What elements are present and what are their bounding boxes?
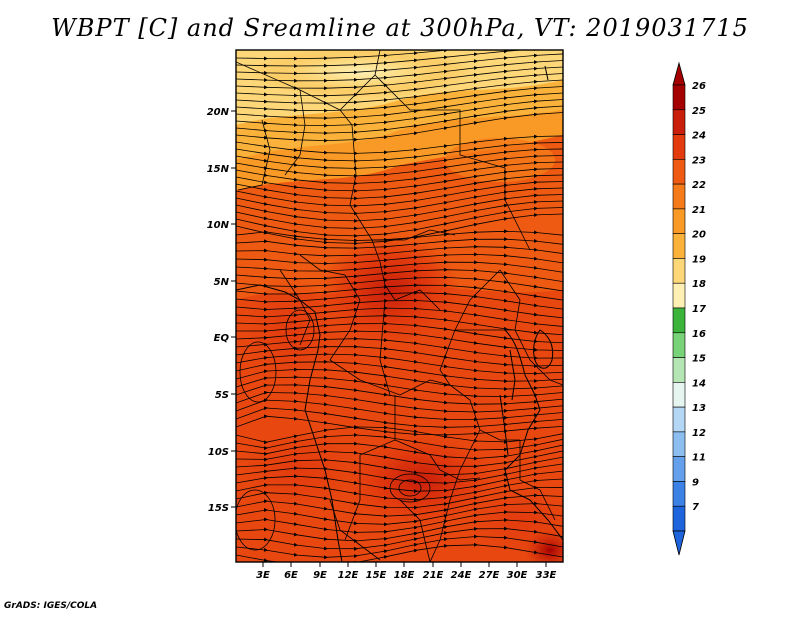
colorbar-swatch bbox=[672, 406, 686, 433]
lat-labels: 20N 15N 10N 5N EQ 5S 10S 15S bbox=[207, 107, 230, 514]
colorbar-label: 23 bbox=[692, 155, 706, 166]
colorbar-swatch bbox=[672, 332, 686, 358]
colorbar-label: 16 bbox=[692, 329, 706, 340]
colorbar-label: 18 bbox=[692, 279, 706, 290]
streamline-vortex bbox=[398, 479, 422, 497]
colorbar-label: 25 bbox=[692, 106, 706, 117]
colorbar-label: 11 bbox=[692, 453, 706, 464]
lat-label: 15N bbox=[207, 164, 230, 175]
lon-label: 12E bbox=[338, 570, 359, 581]
streamline-vortex bbox=[239, 341, 277, 403]
software-credit: GrADS: IGES/COLA bbox=[4, 601, 98, 611]
lon-labels: 3E 6E 9E 12E 15E 18E 21E 24E 27E 30E 33E bbox=[256, 570, 556, 581]
colorbar-label: 19 bbox=[692, 254, 706, 265]
colorbar-label: 22 bbox=[692, 180, 706, 191]
streamline-vortex bbox=[389, 473, 431, 503]
lon-label: 24E bbox=[451, 570, 472, 581]
lon-label: 9E bbox=[313, 570, 327, 581]
lon-label: 18E bbox=[394, 570, 415, 581]
coastlines bbox=[236, 65, 563, 562]
lon-label: 3E bbox=[256, 570, 270, 581]
colorbar-swatch bbox=[672, 505, 686, 532]
map-frame bbox=[235, 49, 564, 563]
streamline-vortex bbox=[236, 489, 276, 551]
colorbar-swatch bbox=[672, 258, 686, 284]
colorbar-label: 21 bbox=[692, 205, 706, 216]
colorbar-swatch bbox=[672, 282, 686, 309]
lon-ticks bbox=[262, 562, 547, 567]
colorbar-label: 20 bbox=[692, 230, 706, 241]
lon-label: 21E bbox=[423, 570, 444, 581]
lon-label: 15E bbox=[366, 570, 387, 581]
colorbar-label: 9 bbox=[692, 477, 699, 488]
colorbar-label: 24 bbox=[692, 131, 706, 142]
colorbar-swatch bbox=[672, 382, 686, 408]
colorbar-swatch bbox=[672, 431, 686, 457]
lat-label: 5N bbox=[214, 277, 230, 288]
colorbar-swatch bbox=[672, 357, 686, 383]
lat-label: 5S bbox=[215, 390, 229, 401]
color-bar: 26 25 24 23 22 21 20 19 18 17 16 15 14 13 12 11 9 7 bbox=[672, 61, 706, 556]
lat-label: 15S bbox=[208, 503, 229, 514]
colorbar-swatch bbox=[672, 159, 686, 185]
lat-ticks bbox=[231, 110, 236, 508]
lat-label: 10N bbox=[207, 220, 230, 231]
colorbar-swatch bbox=[672, 481, 686, 507]
colorbar-label: 12 bbox=[692, 428, 706, 439]
colorbar-label: 14 bbox=[692, 378, 706, 389]
colorbar-top-triangle bbox=[672, 61, 686, 86]
colorbar-swatch bbox=[672, 109, 686, 135]
lat-label: 20N bbox=[207, 107, 230, 118]
lon-label: 33E bbox=[536, 570, 557, 581]
lat-label: 10S bbox=[208, 447, 229, 458]
colorbar-swatch bbox=[672, 208, 686, 234]
colorbar-label: 26 bbox=[692, 81, 706, 92]
map-title: WBPT [C] and Sreamline at 300hPa, VT: 20… bbox=[51, 14, 749, 42]
colorbar-label: 7 bbox=[692, 502, 699, 513]
streamline-vortex bbox=[285, 309, 315, 351]
streamline bbox=[236, 542, 563, 562]
colorbar-label: 15 bbox=[692, 354, 706, 365]
map-panel: 20N 15N 10N 5N EQ 5S 10S 15S 3E 6E 9E 12… bbox=[207, 49, 706, 581]
lat-label: EQ bbox=[214, 333, 230, 344]
colorbar-swatch bbox=[672, 134, 686, 160]
colorbar-swatch bbox=[672, 233, 686, 259]
colorbar-label: 13 bbox=[692, 403, 706, 414]
colorbar-bottom-triangle bbox=[672, 530, 686, 556]
colorbar-swatch bbox=[672, 84, 686, 111]
colorbar-swatch bbox=[672, 307, 686, 334]
colorbar-swatch bbox=[672, 183, 686, 210]
colorbar-swatch bbox=[672, 456, 686, 482]
colorbar-label: 17 bbox=[692, 304, 706, 315]
map-field bbox=[236, 50, 563, 562]
lon-label: 30E bbox=[507, 570, 528, 581]
lon-label: 6E bbox=[284, 570, 298, 581]
lon-label: 27E bbox=[479, 570, 500, 581]
